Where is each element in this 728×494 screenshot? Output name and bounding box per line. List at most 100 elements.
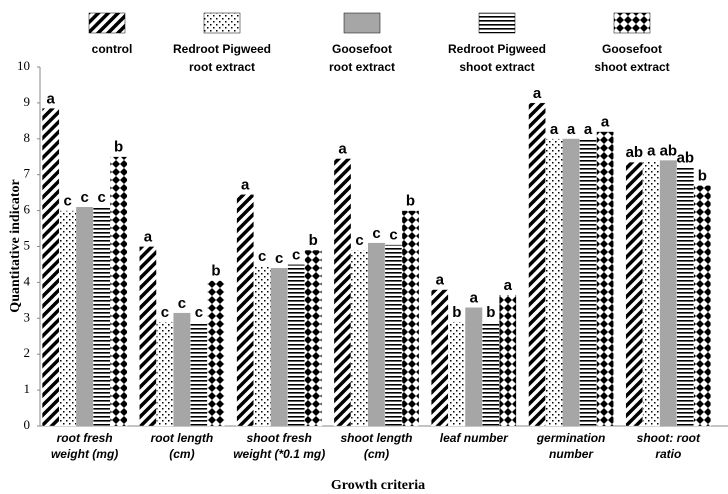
y-tick-label: 5	[24, 237, 31, 252]
significance-letter: c	[389, 227, 397, 244]
bar	[528, 102, 546, 427]
significance-letter: a	[241, 176, 250, 193]
significance-letter: b	[452, 304, 461, 321]
significance-letter: c	[372, 225, 380, 242]
significance-letter: c	[63, 193, 71, 210]
significance-letter: a	[338, 141, 347, 158]
bar	[693, 185, 712, 427]
bar	[596, 131, 614, 427]
legend-swatch	[613, 12, 651, 34]
significance-letter: b	[309, 232, 318, 249]
significance-letter: ab	[626, 144, 644, 161]
y-tick-label: 4	[24, 273, 31, 288]
significance-letter: c	[275, 250, 283, 267]
bar	[545, 138, 563, 427]
legend-label: control	[91, 42, 133, 56]
y-tick-label: 0	[24, 417, 31, 432]
significance-letter: c	[97, 189, 105, 206]
bar	[270, 268, 288, 426]
significance-letter: a	[550, 121, 559, 138]
significance-letter: ab	[677, 149, 695, 166]
bar	[659, 160, 677, 426]
significance-letter: a	[533, 85, 542, 102]
y-tick-label: 7	[24, 166, 31, 181]
bar	[579, 138, 597, 427]
significance-letter: c	[80, 189, 88, 206]
bar	[190, 321, 208, 427]
bar	[384, 244, 403, 427]
bar	[465, 307, 483, 426]
significance-letter: a	[144, 228, 153, 245]
legend-swatch	[203, 12, 241, 34]
bar	[642, 160, 661, 427]
bar	[236, 194, 254, 427]
significance-letter: c	[195, 304, 203, 321]
bar	[304, 249, 322, 427]
significance-letter: b	[698, 167, 707, 184]
significance-letter: a	[647, 142, 656, 159]
bar	[92, 206, 111, 427]
bar	[173, 312, 191, 426]
significance-letter: c	[292, 246, 300, 263]
y-tick-label: 2	[24, 345, 31, 360]
y-tick-label: 10	[17, 58, 30, 73]
x-tick-label: shoot: root ratio	[636, 431, 700, 461]
significance-letter: c	[258, 248, 266, 265]
significance-letter: ab	[660, 142, 678, 159]
legend-label: Goosefoot shoot extract	[594, 42, 670, 74]
bar	[333, 158, 352, 427]
significance-letter: c	[161, 304, 169, 321]
bar	[76, 207, 94, 426]
significance-letter: b	[406, 193, 415, 210]
y-tick-label: 6	[24, 202, 31, 217]
significance-letter: a	[46, 90, 55, 107]
bar	[448, 321, 466, 427]
bar	[401, 210, 420, 427]
bar	[625, 161, 644, 427]
legend-swatch	[478, 12, 516, 34]
legend-swatch	[88, 12, 126, 34]
bar	[41, 108, 60, 427]
bar	[482, 321, 500, 427]
bar	[368, 242, 385, 426]
significance-letter: b	[211, 263, 220, 280]
significance-letter: a	[504, 277, 513, 294]
y-tick-label: 9	[24, 94, 31, 109]
bar	[109, 156, 128, 427]
x-tick-label: shoot length (cm)	[340, 431, 413, 461]
significance-letter: b	[486, 304, 495, 321]
significance-letter: c	[355, 232, 363, 249]
significance-letter: a	[436, 272, 445, 289]
bar	[676, 167, 695, 427]
legend-label: Goosefoot root extract	[328, 42, 396, 74]
bar	[253, 266, 271, 427]
y-tick-label: 8	[24, 130, 31, 145]
bar	[499, 294, 517, 427]
significance-letter: a	[567, 121, 576, 138]
bar	[207, 280, 225, 427]
x-tick-label: shoot fresh weight (*0.1 mg)	[233, 431, 326, 461]
bar	[562, 138, 580, 427]
x-axis-title: Growth criteria	[331, 478, 425, 493]
significance-letter: a	[601, 114, 610, 131]
bar	[431, 289, 449, 427]
bar	[58, 210, 77, 427]
x-tick-label: root fresh weight (mg)	[50, 431, 119, 461]
legend-swatch	[343, 12, 381, 34]
significance-letter: c	[178, 295, 186, 312]
significance-letter: a	[584, 121, 593, 138]
bar	[287, 264, 305, 427]
y-tick-label: 1	[24, 381, 31, 396]
bar	[350, 249, 369, 427]
y-tick-label: 3	[24, 309, 31, 324]
bar	[156, 321, 174, 427]
significance-letter: b	[114, 139, 123, 156]
y-axis-title: Quantitative indicator	[8, 179, 23, 312]
bar	[139, 246, 157, 427]
x-tick-label: root length (cm)	[150, 431, 214, 461]
significance-letter: a	[470, 289, 479, 306]
x-tick-label: germination number	[536, 431, 606, 461]
x-tick-label: leaf number	[439, 431, 508, 445]
